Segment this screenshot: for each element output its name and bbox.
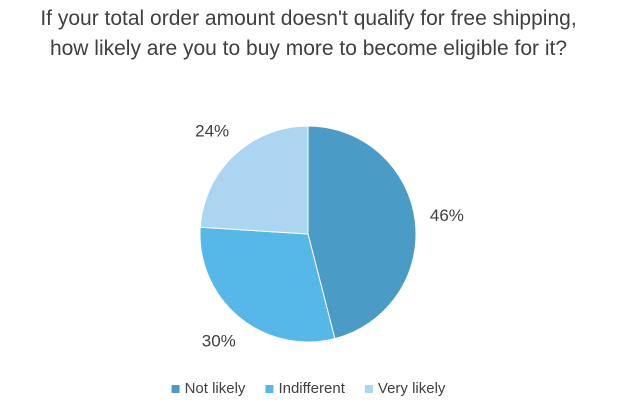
legend-label: Not likely	[185, 380, 246, 397]
data-label: 30%	[202, 331, 236, 350]
chart-title: If your total order amount doesn't quali…	[40, 7, 577, 60]
data-label: 24%	[195, 121, 229, 140]
legend-swatch	[265, 385, 274, 393]
legend-label: Indifferent	[278, 380, 345, 397]
pie-slice	[199, 226, 336, 343]
pie-slice	[307, 125, 417, 340]
legend-label: Very likely	[378, 380, 446, 397]
pie-slice	[199, 125, 309, 235]
legend-swatch	[364, 385, 373, 393]
data-label: 46%	[430, 206, 464, 225]
legend-swatch	[171, 385, 180, 393]
